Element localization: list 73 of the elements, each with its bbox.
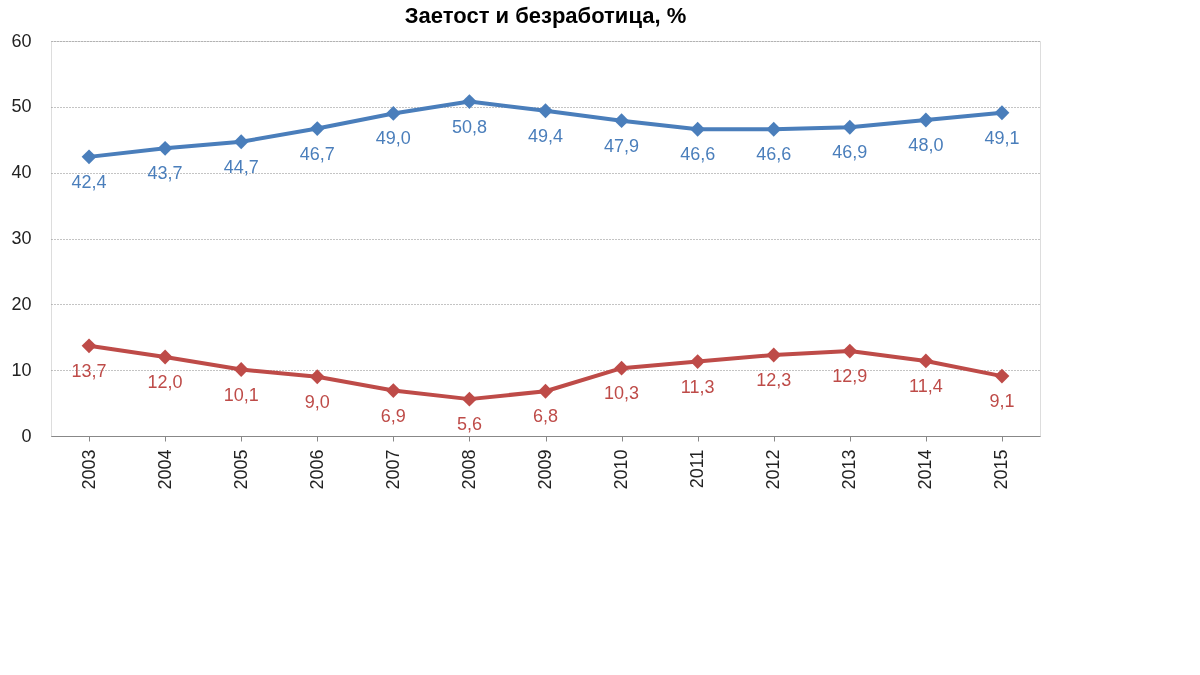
point [157, 140, 173, 156]
point [994, 105, 1010, 121]
data-label: 11,4 [909, 375, 943, 396]
point [309, 121, 325, 136]
data-label: 43,7 [147, 163, 183, 184]
point [690, 354, 706, 370]
point [614, 113, 629, 129]
data-label: 12,0 [147, 372, 183, 392]
data-label: 9,1 [989, 391, 1015, 412]
data-label: 46,6 [756, 144, 792, 165]
data-label: 49,1 [984, 127, 1020, 148]
point [81, 149, 97, 165]
data-label: 10,1 [223, 384, 259, 405]
data-label: 44,7 [223, 156, 259, 177]
y-tick-label: 40 [11, 162, 32, 183]
x-tick-label: 2004 [154, 449, 175, 490]
point [81, 338, 97, 354]
data-label: 48,0 [908, 135, 944, 155]
point [994, 368, 1010, 384]
x-tick-label: 2012 [763, 449, 784, 490]
x-tick-label: 2010 [611, 449, 632, 490]
point [690, 121, 706, 137]
point [233, 362, 249, 377]
point [538, 103, 553, 119]
data-label: 46,9 [832, 142, 868, 163]
data-label: 6,9 [380, 405, 406, 426]
point [309, 369, 325, 385]
data-label: 46,7 [299, 143, 335, 164]
data-label: 50,8 [451, 116, 487, 137]
point [766, 347, 782, 363]
x-tick-label: 2007 [382, 449, 403, 490]
x-tick-label: 2015 [991, 449, 1012, 490]
data-label: 5,6 [456, 414, 482, 435]
data-label: 42,4 [71, 171, 107, 192]
point [462, 94, 477, 109]
point [842, 119, 858, 135]
point [918, 353, 934, 369]
y-tick-label: 60 [11, 30, 32, 51]
x-tick-label: 2005 [230, 449, 251, 490]
data-label: 12,3 [756, 370, 792, 391]
x-tick-label: 2003 [78, 449, 99, 490]
data-label: 11,3 [680, 376, 715, 397]
y-tick-label: 50 [11, 96, 32, 117]
point [157, 349, 173, 365]
point [842, 343, 858, 359]
y-tick-label: 10 [11, 359, 32, 380]
data-label: 10,3 [604, 383, 640, 404]
x-tick-label: 2006 [306, 449, 327, 490]
data-label: 46,6 [680, 144, 716, 165]
data-label: 9,0 [304, 391, 330, 412]
point [918, 112, 934, 128]
point [538, 383, 553, 399]
point [385, 383, 401, 398]
point [462, 391, 477, 407]
point [233, 134, 249, 150]
y-tick-label: 0 [21, 425, 32, 446]
x-tick-label: 2013 [839, 449, 860, 490]
point [385, 106, 401, 121]
point [766, 121, 782, 137]
data-label: 13,7 [71, 360, 107, 381]
x-tick-label: 2008 [458, 449, 479, 490]
data-label: 49,4 [527, 125, 564, 146]
x-tick-label: 2009 [535, 449, 555, 490]
y-tick-label: 20 [11, 293, 32, 314]
x-tick-label: 2011 [687, 449, 708, 489]
data-label: 12,9 [832, 366, 868, 387]
data-label: 47,9 [604, 135, 640, 156]
x-tick-label: 2014 [915, 449, 936, 490]
data-label: 49,0 [375, 128, 411, 149]
data-label: 6,8 [532, 406, 559, 427]
y-tick-label: 30 [11, 228, 32, 248]
chart-title: Заетост и безработица, % [404, 3, 687, 28]
point [614, 360, 629, 376]
